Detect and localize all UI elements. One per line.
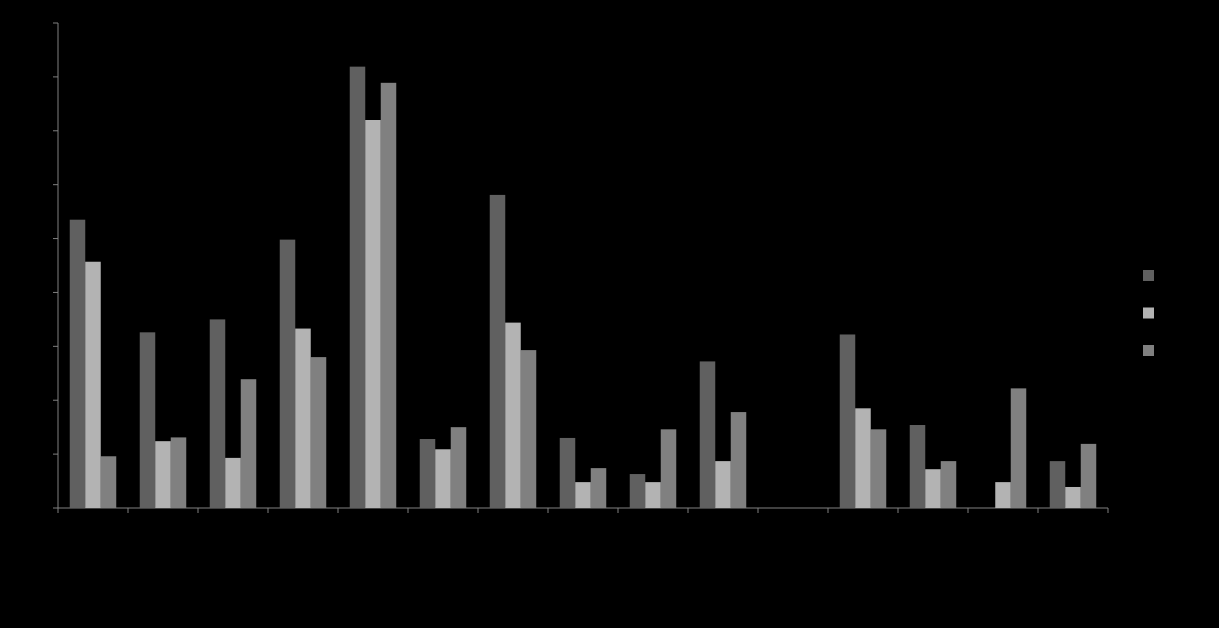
- bar: [419, 439, 436, 508]
- bar: [870, 429, 887, 508]
- bar: [629, 474, 646, 508]
- bar: [855, 408, 871, 508]
- bar: [660, 429, 677, 508]
- legend-swatch: [1143, 270, 1154, 281]
- bar: [839, 334, 856, 508]
- bar: [489, 194, 506, 508]
- bar: [520, 350, 537, 508]
- bar: [69, 219, 86, 508]
- bar: [590, 468, 607, 508]
- bar: [209, 319, 226, 508]
- bar: [225, 457, 241, 508]
- bar: [170, 437, 187, 508]
- bar: [715, 461, 731, 508]
- bar: [925, 469, 941, 508]
- legend-swatch: [1143, 345, 1154, 356]
- bar: [310, 357, 327, 508]
- bar: [1010, 388, 1027, 508]
- legend-swatch: [1143, 307, 1154, 319]
- bar: [940, 461, 957, 508]
- bar: [139, 332, 156, 508]
- bar: [155, 441, 171, 508]
- bar: [575, 482, 591, 508]
- bar: [699, 361, 716, 508]
- bar: [645, 482, 661, 508]
- bar: [100, 456, 117, 508]
- bar: [450, 427, 467, 508]
- bar: [559, 437, 576, 508]
- bar: [85, 261, 101, 508]
- bar: [365, 120, 381, 508]
- bar: [730, 412, 747, 508]
- bar: [349, 66, 366, 509]
- bar: [1080, 443, 1097, 508]
- bar: [295, 328, 311, 508]
- bar: [909, 425, 926, 508]
- bar: [505, 322, 521, 508]
- bar: [1065, 486, 1081, 508]
- bar: [995, 482, 1011, 508]
- bar: [240, 379, 257, 508]
- bar: [380, 82, 397, 509]
- bar: [279, 239, 296, 508]
- bar: [435, 449, 451, 508]
- bar: [1049, 461, 1066, 508]
